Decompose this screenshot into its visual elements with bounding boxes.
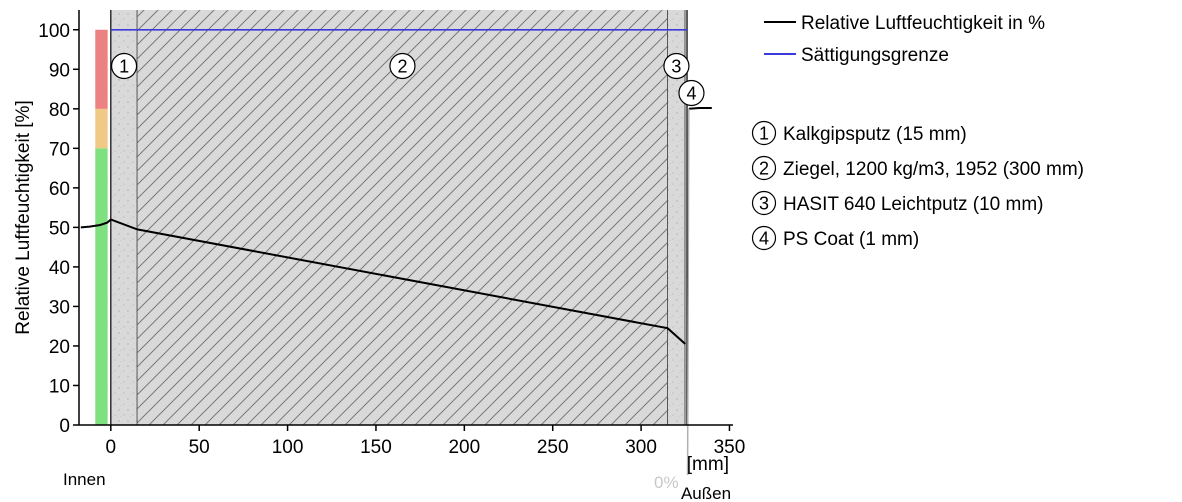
layer-4-marker-circle: [678, 79, 705, 107]
y-tick-label-70: 70: [49, 139, 70, 160]
x-tick-label-350: 350: [714, 437, 746, 458]
layer-4-fill: [685, 10, 688, 425]
x-tick-label-300: 300: [625, 437, 657, 458]
legend-layer-2-number: 2: [759, 159, 769, 179]
comfort-bar-segment-0: [95, 148, 108, 426]
layer-2-pattern: [137, 10, 668, 425]
y-tick-label-0: 0: [59, 416, 70, 437]
comfort-bar: [95, 29, 108, 426]
legend-layer-3-circle: [751, 190, 777, 216]
legend-layer-4-number: 4: [759, 229, 769, 249]
layer-1-pattern: [110, 10, 138, 425]
series-0-segment-0: [80, 218, 686, 345]
layer-2-marker-number: 2: [397, 57, 407, 77]
y-tick-label-10: 10: [49, 376, 70, 397]
legend-layer-3-label: HASIT 640 Leichtputz (10 mm): [783, 194, 1043, 215]
legend-layer-2-label: Ziegel, 1200 kg/m3, 1952 (300 mm): [783, 159, 1084, 180]
comfort-bar-segment-1: [95, 108, 108, 149]
comfort-bar-segment-2: [95, 29, 108, 109]
layer-2-marker-circle: [389, 52, 416, 80]
y-tick-label-100: 100: [38, 21, 70, 42]
outside-zero-label: 0%: [654, 473, 679, 492]
legend-layer-1-circle: [751, 120, 777, 146]
y-tick-label-90: 90: [49, 60, 70, 81]
y-tick-label-60: 60: [49, 179, 70, 200]
layer-3-marker-circle: [663, 52, 690, 80]
series-0-segment-1: [688, 107, 712, 110]
legend-label-0: Relative Luftfeuchtigkeit in %: [801, 13, 1045, 34]
x-axis-ticks: 0 50 100 150 200 250 300 350: [106, 425, 746, 458]
outer-surface-connector: [686, 108, 690, 476]
series-lines: [80, 29, 712, 476]
x-tick-label-0: 0: [106, 437, 117, 458]
y-tick-label-80: 80: [49, 100, 70, 121]
x-tick-label-250: 250: [537, 437, 569, 458]
legend-layer-1-label: Kalkgipsputz (15 mm): [783, 124, 967, 145]
layer-3-pattern: [667, 10, 686, 425]
layer-1-marker-circle: [110, 52, 138, 80]
x-tick-label-200: 200: [448, 437, 480, 458]
legend: Relative Luftfeuchtigkeit in % Sättigungs…: [751, 13, 1084, 251]
wall-layers: [110, 10, 688, 425]
x-tick-label-50: 50: [189, 437, 210, 458]
y-tick-label-20: 20: [49, 337, 70, 358]
legend-layer-3-number: 3: [759, 194, 769, 214]
layer-4-marker-number: 4: [686, 84, 696, 104]
inside-label: Innen: [63, 470, 106, 489]
layer-number-markers: 1 2 34: [110, 52, 705, 107]
legend-label-1: Sättigungsgrenze: [801, 45, 949, 66]
legend-layer-4-circle: [751, 225, 777, 251]
y-tick-label-30: 30: [49, 297, 70, 318]
legend-layer-1-number: 1: [759, 124, 769, 144]
y-tick-label-40: 40: [49, 258, 70, 279]
layer-3-marker-number: 3: [671, 57, 681, 77]
y-axis-ticks: 0 10 20 30 40 50 60 70 80 90 100: [38, 10, 733, 437]
layer-1-marker-number: 1: [119, 57, 129, 77]
outside-label: Außen: [681, 484, 731, 502]
y-tick-label-50: 50: [49, 218, 70, 239]
legend-layer-4-label: PS Coat (1 mm): [783, 229, 919, 250]
x-axis-label: [mm]: [687, 454, 729, 475]
x-tick-label-100: 100: [272, 437, 304, 458]
y-axis-label: Relative Luftfeuchtigkeit [%]: [13, 100, 34, 334]
x-tick-label-150: 150: [360, 437, 392, 458]
legend-layer-2-circle: [751, 155, 777, 181]
